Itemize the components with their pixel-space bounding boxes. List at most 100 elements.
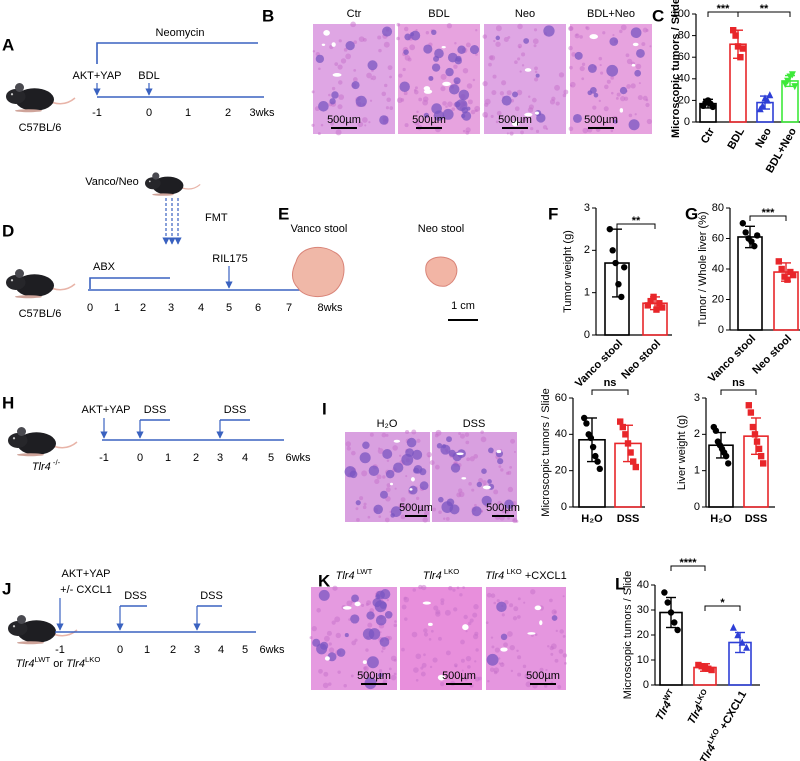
tissue-texture bbox=[416, 438, 421, 443]
scale-label: 500µm bbox=[498, 114, 532, 126]
scale-label: 1 cm bbox=[451, 300, 475, 312]
data-point bbox=[754, 232, 761, 239]
tissue-texture bbox=[356, 517, 360, 522]
vessel bbox=[631, 63, 636, 67]
tissue-texture bbox=[462, 129, 466, 133]
tissue-texture bbox=[550, 652, 554, 656]
tissue-texture bbox=[323, 671, 329, 677]
tissue-texture bbox=[378, 669, 383, 673]
tissue-texture bbox=[390, 674, 397, 681]
tissue-texture bbox=[438, 510, 442, 515]
tissue-texture bbox=[469, 618, 474, 623]
tissue-texture bbox=[350, 674, 354, 678]
tissue-texture bbox=[453, 64, 458, 69]
data-point bbox=[759, 101, 767, 109]
y-tick-label: 20 bbox=[678, 94, 690, 106]
significance-bracket bbox=[737, 11, 791, 17]
data-point bbox=[656, 300, 663, 307]
tissue-texture bbox=[539, 667, 544, 672]
sample-label: Neo stool bbox=[418, 223, 464, 235]
significance-label: **** bbox=[679, 557, 697, 569]
tumor-nodule bbox=[469, 44, 480, 55]
tumor-nodule bbox=[419, 468, 427, 476]
tumor-nodule bbox=[368, 465, 380, 476]
text-part: LWT bbox=[355, 567, 373, 576]
tissue-texture bbox=[645, 102, 650, 108]
tissue-texture bbox=[403, 91, 408, 96]
significance-label: ** bbox=[760, 3, 769, 15]
y-tick-label: 0 bbox=[584, 329, 590, 341]
data-point bbox=[621, 264, 628, 271]
tissue-texture bbox=[598, 99, 601, 103]
mouse-eye bbox=[10, 93, 14, 96]
timeline-label: 3 bbox=[194, 644, 200, 656]
timeline-label: 5 bbox=[226, 302, 232, 314]
tumor-nodule bbox=[481, 495, 492, 506]
tumor-nodule bbox=[450, 463, 461, 473]
tissue-texture bbox=[461, 669, 464, 672]
vessel bbox=[389, 482, 394, 486]
tumor-nodule bbox=[423, 44, 433, 54]
y-tick-label: 40 bbox=[637, 579, 649, 591]
tumor-nodule bbox=[331, 91, 339, 99]
tissue-texture bbox=[559, 629, 564, 634]
tissue-texture bbox=[332, 585, 338, 591]
tissue-texture bbox=[357, 121, 364, 128]
tissue-texture bbox=[323, 635, 330, 642]
tissue-texture bbox=[404, 617, 408, 621]
timeline-label: 0 bbox=[137, 452, 143, 464]
histology-image bbox=[400, 584, 482, 690]
tissue-texture bbox=[555, 101, 560, 106]
tissue-texture bbox=[338, 80, 343, 85]
timeline-label: -1 bbox=[99, 452, 109, 464]
scale-label: 500µm bbox=[486, 502, 520, 514]
tissue-texture bbox=[507, 486, 514, 493]
text-part: or bbox=[50, 658, 66, 670]
tissue-texture bbox=[318, 67, 321, 71]
tissue-texture bbox=[448, 586, 453, 591]
tissue-texture bbox=[405, 475, 408, 478]
tumor-nodule bbox=[501, 95, 512, 106]
data-point bbox=[784, 276, 791, 283]
data-point bbox=[755, 445, 763, 453]
vessel bbox=[393, 439, 401, 443]
injection-label: AKT+YAP bbox=[72, 70, 121, 82]
tissue-texture bbox=[554, 658, 559, 663]
timeline-label: 8wks bbox=[317, 302, 343, 314]
mouse-feet bbox=[17, 453, 44, 457]
histology-image bbox=[344, 429, 432, 523]
tissue-texture bbox=[419, 505, 424, 510]
tissue-texture bbox=[582, 127, 589, 134]
vessel bbox=[362, 660, 367, 664]
tissue-texture bbox=[393, 672, 397, 676]
tumor-nodule bbox=[613, 119, 618, 124]
tumor-nodule bbox=[362, 441, 370, 449]
tissue-texture bbox=[434, 464, 440, 470]
tissue-texture bbox=[554, 84, 560, 91]
tissue-texture bbox=[363, 502, 367, 506]
transplant-label: FMT bbox=[205, 212, 228, 224]
tumor-nodule bbox=[366, 611, 375, 620]
tissue-texture bbox=[524, 673, 531, 680]
y-tick-label: 10 bbox=[637, 654, 649, 666]
data-point bbox=[705, 665, 712, 672]
tissue-texture bbox=[489, 667, 495, 673]
tissue-texture bbox=[512, 616, 518, 621]
y-tick-label: 0 bbox=[718, 324, 724, 336]
histology-image bbox=[485, 587, 568, 690]
tissue-texture bbox=[568, 126, 574, 132]
tissue-texture bbox=[311, 90, 315, 94]
tumor-nodule bbox=[379, 490, 388, 499]
tissue-texture bbox=[342, 121, 345, 124]
vessel bbox=[342, 606, 352, 610]
tissue-texture bbox=[328, 647, 335, 653]
data-point bbox=[589, 443, 597, 451]
tissue-texture bbox=[503, 642, 508, 648]
treatment-label: DSS bbox=[200, 590, 223, 602]
data-point bbox=[674, 626, 681, 634]
tumor-nodule bbox=[497, 458, 504, 465]
tissue-texture bbox=[409, 44, 416, 51]
tissue-texture bbox=[465, 130, 470, 135]
tissue-texture bbox=[330, 121, 335, 126]
text-part: LKO bbox=[85, 655, 100, 664]
